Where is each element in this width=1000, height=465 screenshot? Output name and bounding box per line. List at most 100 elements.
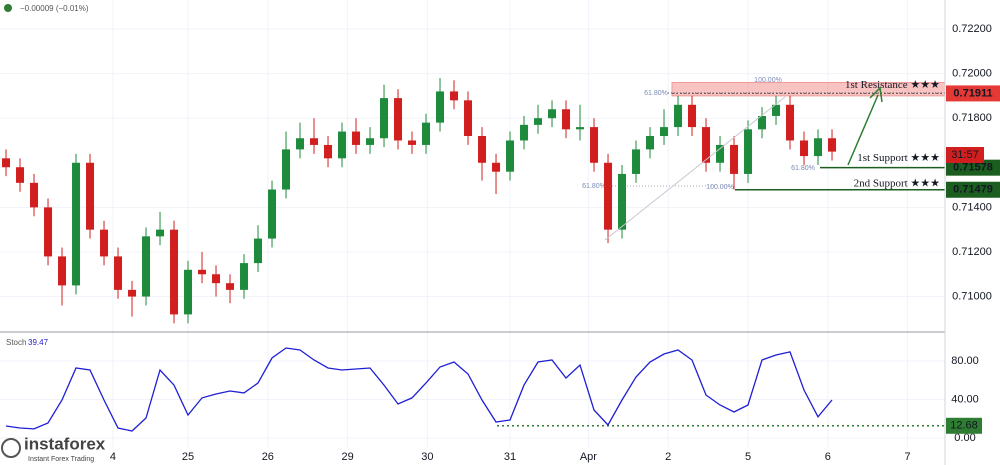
candle-body xyxy=(534,118,543,125)
x-tick-label: 31 xyxy=(504,451,516,463)
candle-body xyxy=(184,269,193,315)
candle-body xyxy=(702,127,711,163)
y-tick-label: 0.71400 xyxy=(952,201,992,213)
x-tick-label: 25 xyxy=(182,451,194,463)
fib-label: 100.00% xyxy=(706,184,734,191)
countdown: 31:57 xyxy=(951,149,979,161)
y-tick-label: 0.72000 xyxy=(952,67,992,79)
logo: instaforex Instant Forex Trading xyxy=(1,434,106,463)
candle-body xyxy=(436,91,445,123)
y-tick-label: 0.00 xyxy=(954,432,975,444)
x-tick-label: 4 xyxy=(110,451,116,463)
x-tick-label: 5 xyxy=(745,451,751,463)
stoch-level-box xyxy=(946,417,982,434)
level-price-box xyxy=(946,159,1000,176)
candle-body xyxy=(674,104,683,128)
candle-body xyxy=(464,100,473,137)
plot-layer: 100.00% 61.80% 61.80% 100.00% 61.80% xyxy=(0,0,946,448)
level-price: 0.71911 xyxy=(953,87,992,99)
candle-body xyxy=(660,127,669,137)
candle-body xyxy=(786,104,795,141)
x-tick-label: 7 xyxy=(905,451,911,463)
candle-body xyxy=(800,140,809,157)
candle-body xyxy=(772,104,781,116)
candle-body xyxy=(338,131,347,159)
candle-body xyxy=(548,109,557,119)
logo-tagline: Instant Forex Trading xyxy=(28,456,94,463)
candle-body xyxy=(716,144,725,163)
candle-body xyxy=(44,207,53,257)
y-tick-label: 40.00 xyxy=(951,393,979,405)
y-tick-label: 0.72200 xyxy=(952,23,992,35)
candle-body xyxy=(828,138,837,152)
candle-body xyxy=(170,229,179,315)
level-text: 1st Support ★★★ xyxy=(857,152,940,164)
stoch-level-label: 12.68 xyxy=(950,420,978,432)
level-text: 1st Resistance ★★★ xyxy=(845,79,940,91)
candle-body xyxy=(730,144,739,174)
fib-label: 61.80% xyxy=(582,183,606,190)
y-tick-label: 0.71800 xyxy=(952,112,992,124)
candle-body xyxy=(268,189,277,239)
candle-body xyxy=(86,162,95,230)
candle-body xyxy=(506,140,515,172)
x-tick-label: 30 xyxy=(421,451,433,463)
header-change: −0.00009 (−0.01%) xyxy=(20,4,89,13)
y-tick-label: 0.71200 xyxy=(952,246,992,258)
candle-body xyxy=(422,122,431,145)
x-tick-label: 26 xyxy=(262,451,274,463)
candle-body xyxy=(450,91,459,101)
candle-body xyxy=(590,127,599,163)
candle-body xyxy=(282,149,291,190)
candle-body xyxy=(296,138,305,150)
level-price: 0.71578 xyxy=(953,162,993,174)
logo-icon xyxy=(1,438,21,458)
candle-body xyxy=(744,129,753,174)
candle-body xyxy=(212,274,221,284)
status-dot xyxy=(4,4,12,12)
candle-body xyxy=(492,162,501,172)
level-price-box xyxy=(946,181,1000,198)
candle-body xyxy=(688,104,697,128)
fib-label: 100.00% xyxy=(754,77,782,84)
candle-body xyxy=(814,138,823,157)
candle-body xyxy=(72,162,81,286)
y-tick-label: 80.00 xyxy=(951,355,979,367)
fib-trendline xyxy=(604,96,786,241)
candle-body xyxy=(478,136,487,163)
candle-body xyxy=(394,98,403,141)
candle-body xyxy=(156,229,165,237)
y-tick-label: 0.71000 xyxy=(952,290,992,302)
candle-body xyxy=(646,136,655,150)
candle-body xyxy=(30,182,39,208)
countdown-box xyxy=(946,147,984,163)
candle-body xyxy=(562,109,571,130)
candle-body xyxy=(380,98,389,139)
candle-body xyxy=(2,158,11,168)
candle-body xyxy=(254,238,263,264)
candle-body xyxy=(142,236,151,297)
candle-body xyxy=(618,173,627,230)
stoch-title: Stoch xyxy=(6,338,26,347)
candle-body xyxy=(114,256,123,290)
candle-body xyxy=(576,127,585,130)
candle-body xyxy=(16,167,25,183)
candle-body xyxy=(100,229,109,257)
candle-body xyxy=(310,138,319,145)
level-text: 2nd Support ★★★ xyxy=(854,177,941,189)
x-tick-label: Apr xyxy=(580,451,597,463)
candle-body xyxy=(198,269,207,275)
candle-body xyxy=(324,144,333,159)
level-price: 0.71479 xyxy=(953,184,993,196)
stoch-line xyxy=(5,347,833,432)
fib-label: 61.80% xyxy=(791,165,815,172)
candle-body xyxy=(604,162,613,230)
candle-body xyxy=(758,115,767,130)
fib-label: 61.80% xyxy=(644,90,668,97)
candle-body xyxy=(240,263,249,290)
level-price-box xyxy=(946,85,1000,102)
candle-body xyxy=(58,256,67,286)
x-tick-label: 29 xyxy=(341,451,353,463)
